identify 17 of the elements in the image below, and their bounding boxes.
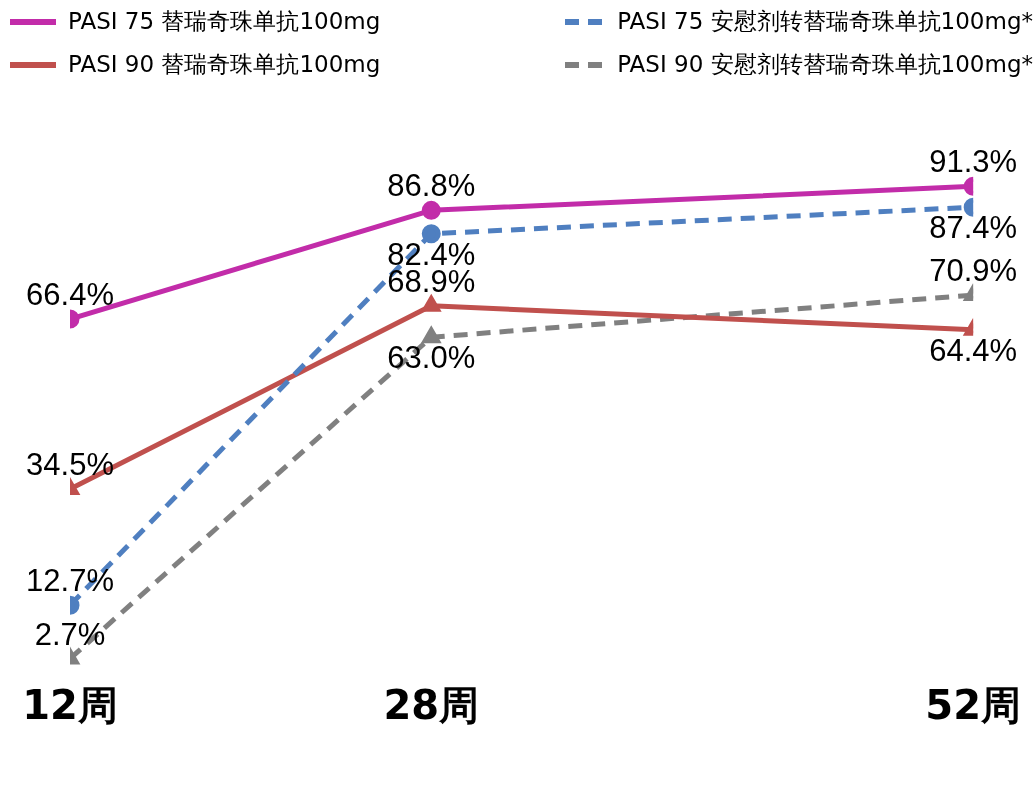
- data-label: 70.9%: [929, 253, 1018, 289]
- data-label: 91.3%: [929, 144, 1018, 180]
- data-label: 12.7%: [26, 563, 114, 599]
- data-label: 64.4%: [929, 332, 1018, 368]
- data-label: 34.5%: [26, 447, 114, 483]
- data-label: 63.0%: [387, 340, 476, 376]
- data-label: 2.7%: [34, 616, 106, 652]
- x-tick-label: 12周: [22, 682, 118, 729]
- data-label: 86.8%: [387, 168, 476, 204]
- legend-label: PASI 75 替瑞奇珠单抗100mg: [68, 7, 381, 36]
- x-tick-label: 52周: [925, 682, 1021, 729]
- legend-label: PASI 90 替瑞奇珠单抗100mg: [68, 50, 381, 79]
- data-label: 87.4%: [929, 210, 1018, 246]
- data-label: 66.4%: [26, 277, 114, 313]
- x-tick-label: 28周: [383, 682, 480, 729]
- legend-label: PASI 90 安慰剂转替瑞奇珠单抗100mg*: [617, 50, 1033, 79]
- legend-label: PASI 75 安慰剂转替瑞奇珠单抗100mg*: [617, 7, 1033, 36]
